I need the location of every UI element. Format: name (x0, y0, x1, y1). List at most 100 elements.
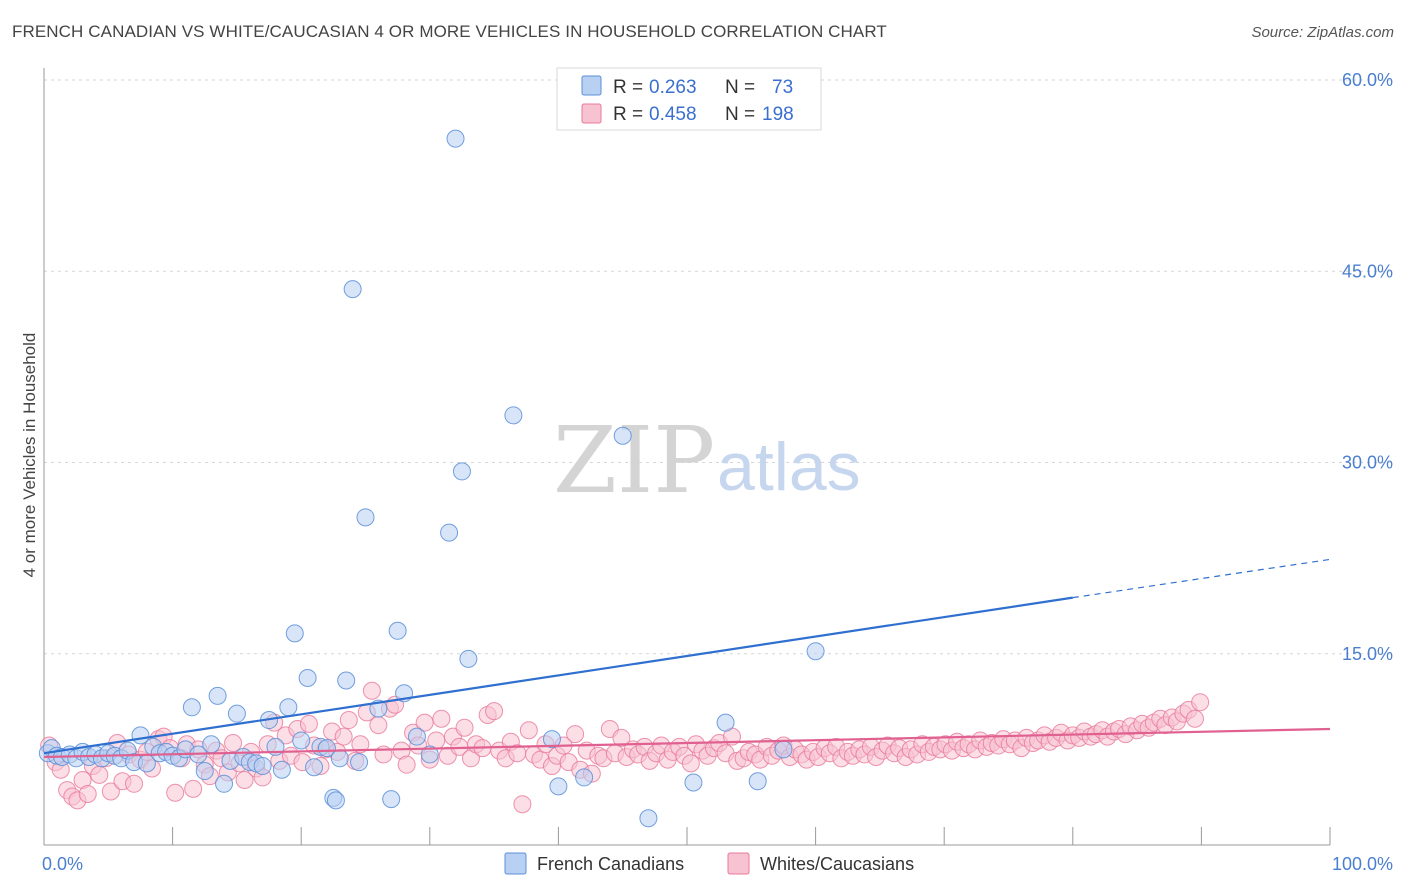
data-point-french-canadians (459, 649, 478, 668)
legend-swatch-blue (581, 75, 602, 96)
data-point-whites-caucasians (519, 721, 538, 740)
data-point-whites-caucasians (78, 785, 97, 803)
data-point-french-canadians (298, 668, 317, 687)
data-point-whites-caucasians (334, 727, 353, 746)
data-point-french-canadians (356, 508, 375, 527)
data-point-french-canadians (350, 753, 369, 772)
data-point-french-canadians (285, 624, 304, 643)
data-point-whites-caucasians (455, 718, 474, 737)
watermark-zip: ZIP (553, 407, 715, 514)
trend-lines (43, 558, 1331, 759)
data-point-french-canadians (182, 698, 201, 717)
bottom-legend-swatch-blue (504, 852, 527, 875)
data-point-whites-caucasians (1191, 693, 1210, 712)
trend-line-whites-caucasians (43, 727, 1331, 759)
legend-r-label: R = (613, 104, 643, 125)
trend-line-extension-french-canadians (1072, 558, 1331, 599)
bottom-legend-swatch-pink (727, 852, 750, 875)
legend-r-label: R = (613, 77, 643, 98)
data-point-whites-caucasians (1185, 709, 1204, 728)
legend-r-value: 0.263 (649, 77, 697, 98)
y-axis-label: 4 or more Vehicles in Household (20, 333, 39, 578)
y-tick-label: 30.0% (1342, 453, 1393, 473)
data-point-whites-caucasians (339, 711, 358, 730)
data-point-french-canadians (407, 727, 426, 746)
bottom-legend-label: French Canadians (537, 854, 684, 874)
data-point-whites-caucasians (90, 765, 109, 784)
data-point-whites-caucasians (485, 702, 504, 721)
series-french-canadians (38, 129, 825, 828)
data-point-french-canadians (774, 740, 793, 759)
data-point-french-canadians (292, 731, 311, 750)
data-point-whites-caucasians (397, 755, 416, 774)
y-tick-label: 60.0% (1342, 70, 1393, 90)
data-point-french-canadians (330, 749, 349, 768)
data-point-french-canadians (639, 809, 658, 828)
data-point-whites-caucasians (299, 714, 318, 733)
data-point-french-canadians (748, 772, 767, 791)
legend: R = 0.263 N = 73 R = 0.458 N = 198 (556, 67, 822, 131)
y-tick-labels: 15.0% 30.0% 45.0% 60.0% (1342, 70, 1393, 664)
bottom-legend: French Canadians Whites/Caucasians (504, 852, 914, 875)
data-point-whites-caucasians (101, 782, 120, 801)
data-point-whites-caucasians (432, 709, 451, 728)
data-point-french-canadians (575, 768, 594, 787)
data-point-whites-caucasians (369, 716, 388, 735)
data-point-whites-caucasians (224, 734, 243, 752)
data-point-french-canadians (343, 280, 362, 299)
data-point-french-canadians (382, 790, 401, 809)
trend-line-french-canadians (43, 596, 1073, 755)
data-point-french-canadians (202, 735, 221, 754)
data-point-whites-caucasians (415, 713, 434, 732)
x-tick-label: 100.0% (1332, 854, 1393, 874)
data-point-french-canadians (806, 642, 825, 661)
data-point-french-canadians (227, 704, 246, 723)
legend-r-value: 0.458 (649, 104, 697, 125)
data-point-whites-caucasians (566, 725, 585, 744)
legend-n-value: 198 (762, 104, 794, 125)
data-point-whites-caucasians (125, 774, 144, 793)
data-point-french-canadians (305, 758, 324, 777)
x-tick-label: 0.0% (42, 854, 83, 874)
data-point-whites-caucasians (681, 754, 700, 773)
data-point-whites-caucasians (166, 783, 185, 802)
data-point-french-canadians (420, 745, 439, 764)
gridlines (44, 79, 1395, 655)
data-point-whites-caucasians (235, 770, 254, 789)
data-point-french-canadians (452, 462, 471, 481)
x-tick-labels: 0.0% 100.0% (42, 854, 1393, 874)
bottom-legend-label: Whites/Caucasians (760, 854, 914, 874)
chart-title: FRENCH CANADIAN VS WHITE/CAUCASIAN 4 OR … (12, 22, 887, 41)
data-point-whites-caucasians (612, 728, 631, 747)
legend-swatch-pink (581, 103, 602, 124)
data-point-french-canadians (272, 760, 291, 779)
y-tick-label: 15.0% (1342, 644, 1393, 664)
data-point-french-canadians (326, 791, 345, 810)
data-point-french-canadians (317, 739, 336, 758)
y-tick-label: 45.0% (1342, 261, 1393, 281)
data-point-french-canadians (337, 671, 356, 690)
legend-n-label: N = (725, 77, 755, 98)
axes (43, 68, 1331, 846)
watermark-atlas: atlas (717, 429, 861, 505)
data-point-french-canadians (208, 686, 227, 705)
data-point-whites-caucasians (184, 779, 203, 798)
data-point-french-canadians (549, 777, 568, 796)
legend-n-value: 73 (772, 77, 793, 98)
data-point-french-canadians (279, 698, 298, 717)
data-point-whites-caucasians (513, 795, 532, 814)
data-point-french-canadians (684, 773, 703, 792)
data-point-french-canadians (716, 713, 735, 732)
data-point-french-canadians (195, 762, 214, 781)
data-point-french-canadians (253, 756, 272, 775)
watermark: ZIP atlas (553, 407, 861, 514)
data-point-french-canadians (388, 621, 407, 640)
chart-source: Source: ZipAtlas.com (1251, 24, 1394, 41)
data-point-french-canadians (542, 730, 561, 749)
legend-n-label: N = (725, 104, 755, 125)
data-point-french-canadians (215, 774, 234, 793)
data-point-french-canadians (446, 129, 465, 148)
data-point-french-canadians (613, 426, 632, 445)
data-point-whites-caucasians (351, 735, 370, 754)
